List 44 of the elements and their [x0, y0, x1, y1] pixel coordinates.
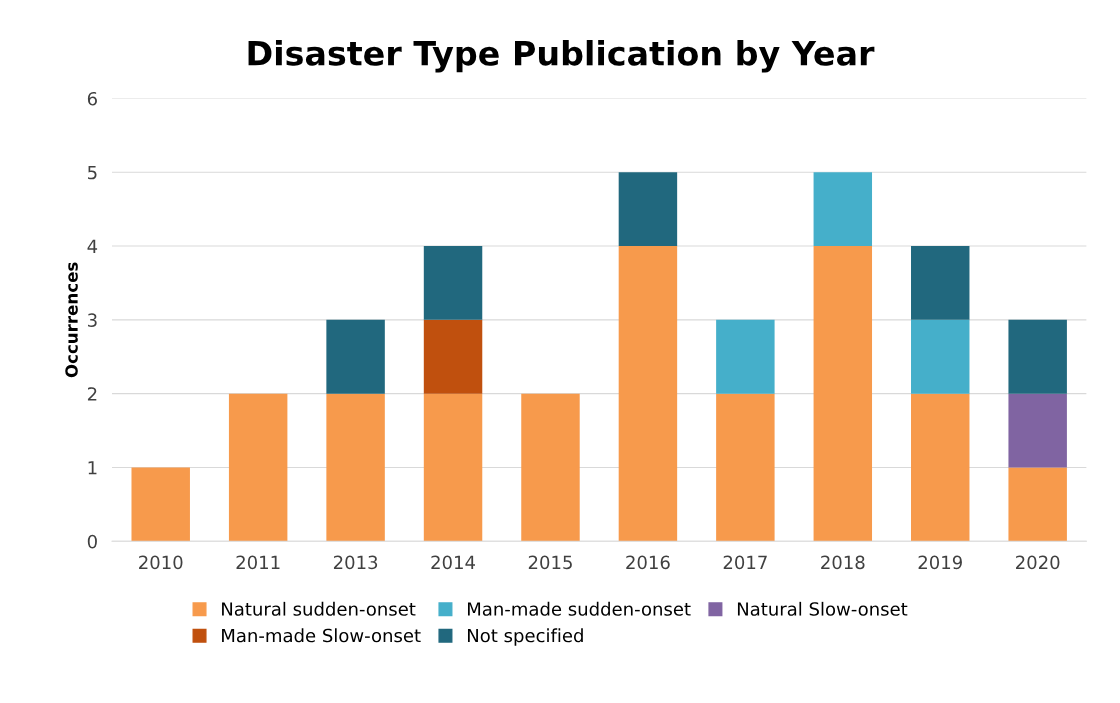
legend-label: Natural Slow-onset: [737, 601, 908, 616]
x-tick-label: 2014: [431, 555, 475, 570]
x-tick-label: 2010: [139, 555, 183, 570]
bar: [813, 172, 873, 247]
bar: [228, 393, 288, 542]
bar: [911, 393, 970, 542]
y-tick-label: 6: [87, 91, 97, 106]
bar: [326, 319, 385, 394]
y-tick-label: 5: [88, 165, 97, 180]
bar: [423, 393, 483, 542]
x-tick-label: 2018: [821, 555, 865, 570]
x-tick-label: 2016: [626, 555, 670, 570]
y-axis-title: Occurrences: [65, 262, 78, 378]
y-tick-label: 2: [87, 387, 97, 401]
bar: [1008, 319, 1067, 394]
x-tick-label: 2011: [236, 555, 280, 570]
bar: [911, 319, 970, 394]
x-tick-label: 2017: [723, 555, 767, 570]
legend-label: Natural sudden-onset: [222, 601, 416, 616]
y-tick-label: 0: [87, 534, 97, 549]
bar: [423, 319, 483, 394]
bar: [716, 393, 775, 542]
bar: [716, 319, 775, 394]
bar: [423, 246, 483, 320]
x-tick-label: 2013: [333, 555, 378, 570]
x-tick-label: 2020: [1016, 555, 1060, 570]
legend-label: Man-made Slow-onset: [222, 628, 421, 643]
bar: [521, 393, 580, 542]
legend-label: Man-made sudden-onset: [467, 601, 691, 616]
bar: [326, 393, 385, 542]
x-tick-label: 2015: [528, 555, 572, 570]
chart-title: Disaster Type Publication by Year: [248, 39, 875, 73]
y-tick-label: 3: [88, 313, 97, 327]
bar: [618, 246, 678, 542]
x-tick-label: 2019: [918, 555, 962, 570]
bar: [1008, 467, 1067, 542]
legend-label: Not specified: [467, 628, 583, 646]
bar: [618, 172, 678, 247]
bar: [813, 246, 873, 542]
bar: [131, 467, 190, 542]
bar: [1008, 393, 1067, 468]
y-tick-label: 4: [87, 239, 98, 253]
y-tick-label: 1: [88, 461, 97, 475]
bar: [911, 246, 970, 320]
